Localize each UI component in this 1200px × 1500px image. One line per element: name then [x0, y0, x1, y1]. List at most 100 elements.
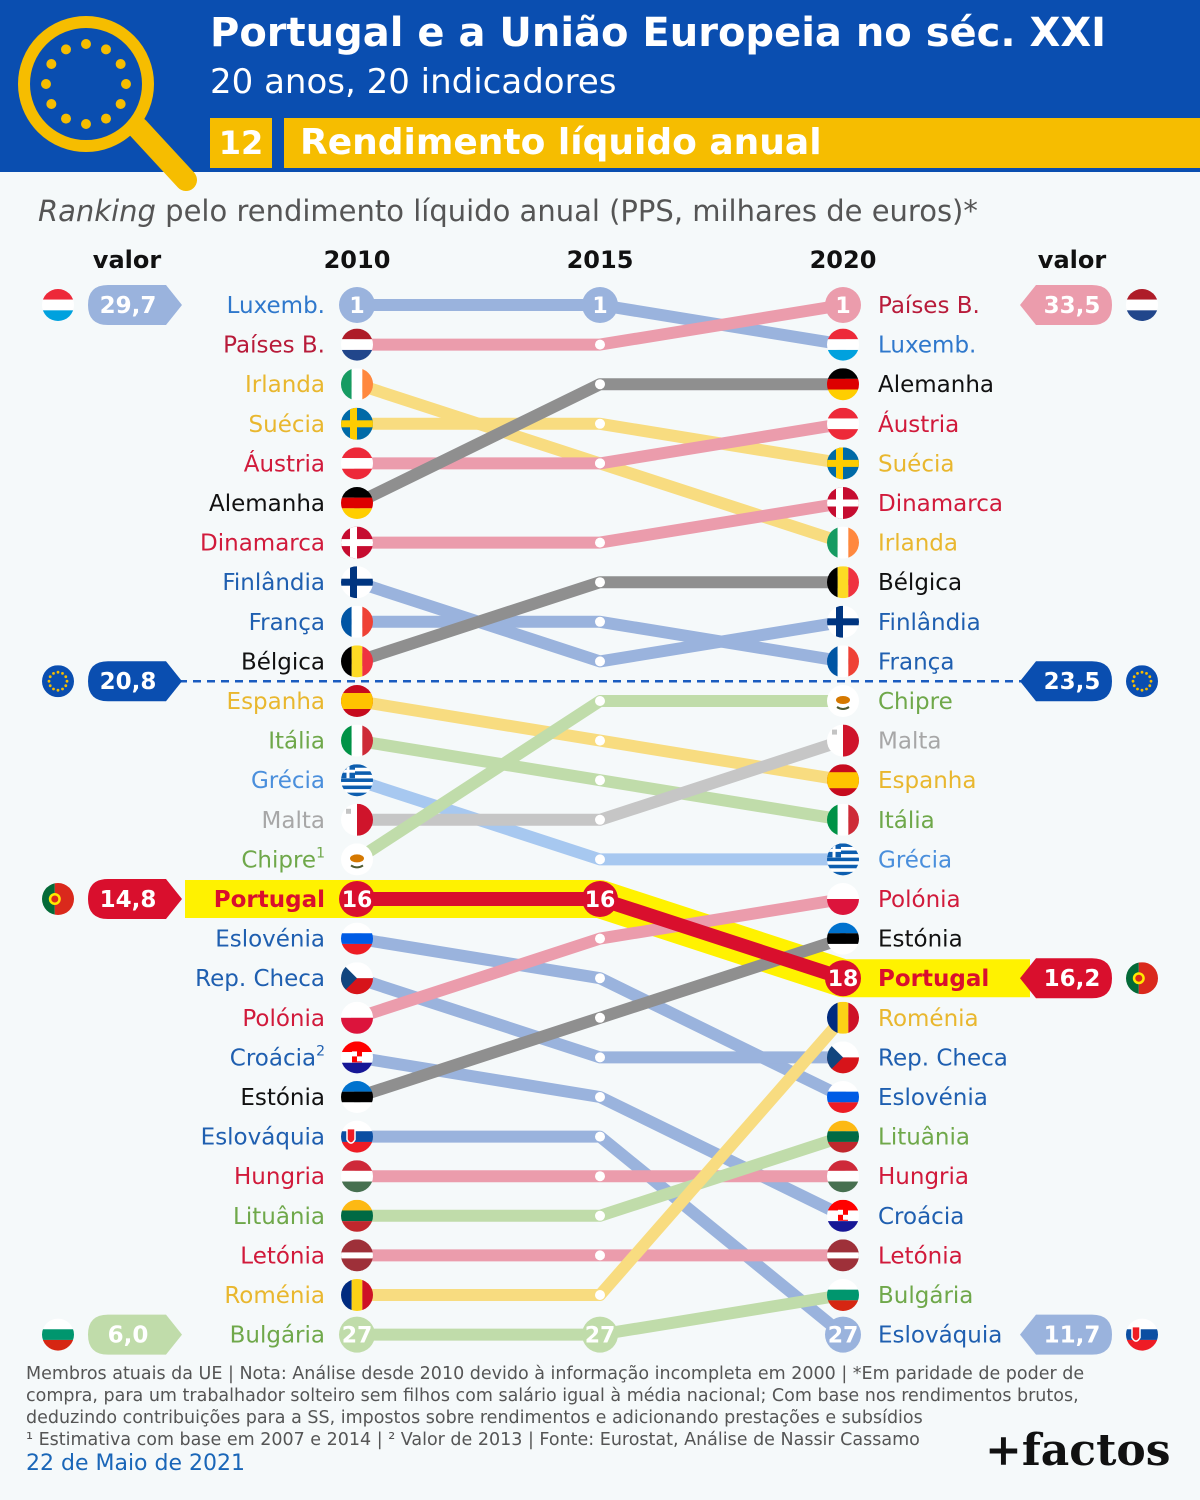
label-2010-Eslovénia: Eslovénia: [215, 927, 325, 953]
label-2020-Áustria: Áustria: [878, 410, 959, 438]
flag-Croácia: [341, 1041, 373, 1074]
flag-Malta: [827, 724, 859, 757]
flag-Dinamarca: [827, 487, 859, 519]
label-2010-Lituânia: Lituânia: [233, 1204, 325, 1230]
flag-Polónia: [341, 1001, 373, 1034]
point-2015-Áustria: [595, 458, 605, 469]
flag-Eslováquia: [341, 1120, 373, 1153]
flag-Rep. Checa: [341, 962, 373, 995]
flag-Eslováquia: [1126, 1318, 1158, 1351]
bump-chart: valor 2010 2015 2020 valor 1 16 27 1 16 27 1 18 27 Lux…: [42, 246, 1158, 1355]
logo-star: [115, 59, 126, 69]
point-2015-Roménia: [595, 1290, 605, 1300]
point-2015-Chipre: [595, 696, 605, 706]
label-2010-Luxemb.: Luxemb.: [227, 293, 325, 319]
footnote-line: ¹ Estimativa com base em 2007 e 2014 | ²…: [26, 1430, 920, 1450]
label-2010-Estónia: Estónia: [240, 1085, 325, 1111]
rank-badge-2020-18: [825, 960, 861, 997]
flag-Alemanha: [827, 368, 859, 401]
flag-Itália: [341, 724, 373, 757]
label-2010-Irlanda: Irlanda: [245, 372, 325, 398]
flag-Irlanda: [341, 368, 373, 401]
point-2015-Hungria: [595, 1171, 605, 1182]
footnotes: Membros atuais da UE | Nota: Análise des…: [26, 1363, 1146, 1451]
point-2015-Dinamarca: [595, 537, 605, 548]
flag-Letónia: [827, 1239, 859, 1272]
flag-Lituânia: [341, 1199, 373, 1232]
rank-badge-label: 16: [342, 888, 373, 913]
footnote-marker: 1: [316, 845, 325, 861]
point-2015-Itália: [595, 775, 605, 786]
label-2020-Rep. Checa: Rep. Checa: [878, 1045, 1008, 1071]
column-header-y2010: 2010: [324, 246, 391, 274]
label-2010-Espanha: Espanha: [227, 689, 325, 715]
flag-Espanha: [827, 764, 859, 797]
value-2010-Portugal: 14,8: [100, 887, 157, 913]
rank-badge-label: 27: [585, 1324, 616, 1349]
flag-Eslovénia: [827, 1081, 859, 1113]
label-2020-Bélgica: Bélgica: [878, 570, 962, 596]
flag-Bulgária: [827, 1279, 859, 1311]
flag-Grécia: [341, 764, 373, 797]
value-2010-UE: 20,8: [100, 669, 157, 695]
value-2020-Países B.: 33,5: [1044, 293, 1101, 319]
flag-Rep. Checa: [827, 1041, 859, 1074]
rank-badge-2015-16: [582, 881, 618, 917]
point-2015-França: [595, 616, 605, 627]
label-2020-Irlanda: Irlanda: [878, 531, 958, 557]
flag-Luxemb.: [42, 289, 74, 321]
point-2015-Alemanha: [595, 379, 605, 390]
flag-UE: [1126, 665, 1158, 698]
rank-badge-2020-1: [825, 287, 861, 323]
label-2020-Espanha: Espanha: [878, 768, 976, 794]
flag-Hungria: [341, 1160, 373, 1193]
point-2015-Lituânia: [595, 1210, 605, 1221]
label-2010-Polónia: Polónia: [242, 1006, 325, 1032]
value-box-2010-Bulgária: [88, 1314, 182, 1355]
chart-subtitle-rest: pelo rendimento líquido anual (PPS, milh…: [155, 194, 978, 228]
point-2015-Países B.: [595, 339, 605, 350]
rank-badge-2015-1: [582, 287, 618, 323]
label-2020-Países B.: Países B.: [878, 293, 980, 319]
flag-Croácia: [827, 1199, 859, 1232]
label-2020-Letónia: Letónia: [878, 1243, 963, 1269]
point-2015-Rep. Checa: [595, 1052, 605, 1063]
value-box-2020-Países B.: [1020, 285, 1112, 325]
column-header-left_value: valor: [93, 246, 162, 274]
indicator-title-bar: [284, 118, 1200, 168]
label-2010-Grécia: Grécia: [251, 768, 325, 794]
logo-star: [46, 99, 57, 109]
flag-Bulgária: [42, 1318, 74, 1351]
magnifier-eu-stars-icon: [18, 16, 197, 191]
value-2020-UE: 23,5: [1044, 669, 1101, 695]
flag-Chipre: [827, 685, 859, 717]
flag-Finlândia: [827, 605, 859, 638]
rank-badge-label: 1: [349, 294, 364, 319]
label-2020-Hungria: Hungria: [878, 1164, 969, 1190]
logo-star: [61, 113, 71, 124]
value-2020-Portugal: 16,2: [1044, 966, 1101, 992]
value-2010-Bulgária: 6,0: [108, 1323, 149, 1349]
label-2010-Dinamarca: Dinamarca: [200, 531, 325, 557]
flag-Portugal: [1126, 962, 1158, 995]
label-2010-Itália: Itália: [268, 729, 325, 755]
label-2010-Rep. Checa: Rep. Checa: [195, 966, 325, 992]
label-2020-Luxemb.: Luxemb.: [878, 333, 976, 359]
point-2015-Polónia: [595, 933, 605, 944]
value-box-2020-Eslováquia: [1020, 1314, 1112, 1355]
flag-Países B.: [1126, 289, 1158, 321]
flag-Roménia: [341, 1279, 373, 1311]
label-2020-Lituânia: Lituânia: [878, 1125, 970, 1151]
label-2010-Países B.: Países B.: [223, 333, 325, 359]
logo-star: [121, 79, 131, 89]
flag-Grécia: [827, 843, 859, 876]
label-2010-Roménia: Roménia: [224, 1283, 325, 1309]
brand-logo: +factos: [985, 1425, 1171, 1476]
indicator-title: Rendimento líquido anual: [300, 122, 822, 163]
chart-subtitle-italic: Ranking: [38, 194, 156, 228]
label-2010-Portugal: Portugal: [214, 887, 325, 913]
flag-Bélgica: [827, 566, 859, 599]
label-2010-Bulgária: Bulgária: [230, 1323, 325, 1349]
flag-Portugal: [42, 883, 74, 915]
flag-Luxemb.: [827, 328, 859, 361]
